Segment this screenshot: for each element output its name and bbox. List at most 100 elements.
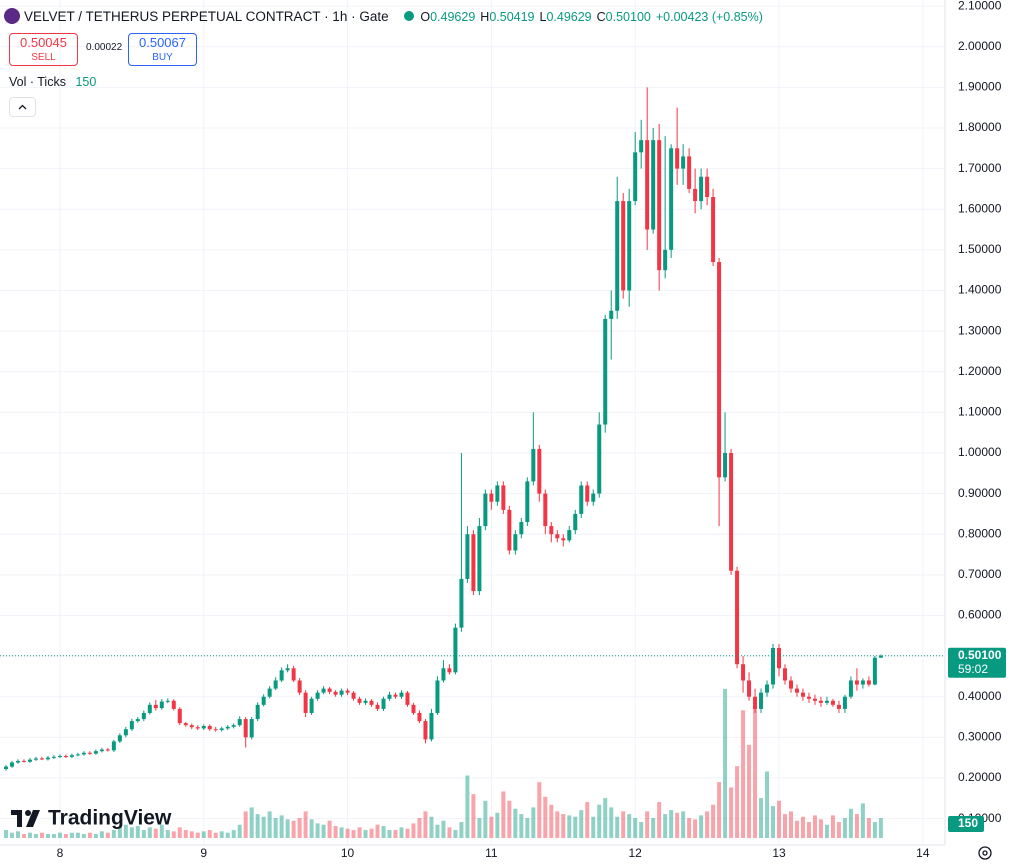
buy-label[interactable]: BUY — [152, 52, 173, 63]
candle-body — [519, 522, 524, 535]
volume-bar — [423, 811, 428, 838]
volume-bar — [836, 822, 841, 838]
candle-body — [303, 692, 308, 713]
candle-body — [800, 692, 805, 697]
candle-body — [872, 657, 877, 685]
y-tick-label: 1.10000 — [958, 405, 1002, 419]
settings-icon[interactable] — [978, 846, 992, 860]
collapse-icon[interactable] — [10, 98, 35, 116]
legend-value: 0.50100 — [605, 10, 651, 24]
candle-body — [69, 755, 74, 757]
volume-bar — [195, 832, 200, 838]
volume-bar — [411, 823, 416, 838]
candle-body — [753, 696, 758, 709]
y-tick-label: 1.20000 — [958, 364, 1002, 378]
y-tick-label: 2.10000 — [958, 0, 1002, 12]
volume-bar — [699, 815, 704, 838]
y-tick-label: 0.40000 — [958, 689, 1002, 703]
candle-body — [9, 762, 14, 767]
sell-label[interactable]: SELL — [31, 52, 56, 63]
chevron[interactable] — [18, 104, 27, 110]
candle-body — [399, 692, 404, 697]
candle-body — [465, 534, 470, 579]
candle-body — [321, 688, 326, 693]
volume-bar — [723, 689, 728, 838]
y-tick-label: 1.00000 — [958, 445, 1002, 459]
candle-body — [189, 725, 194, 728]
collapse-button[interactable] — [9, 97, 36, 117]
volume-bar — [579, 810, 584, 838]
volume-pane — [3, 689, 883, 838]
countdown-label: 59:02 — [958, 662, 988, 676]
legend-key: H — [480, 10, 490, 24]
candle-body — [735, 570, 740, 665]
candle-body — [477, 526, 482, 592]
sell-price[interactable]: 0.50045 — [20, 35, 67, 50]
candle-body — [393, 694, 398, 697]
volume-bar — [812, 815, 817, 838]
candle-body — [141, 712, 146, 720]
volume-bar — [729, 787, 734, 838]
volume-bar — [171, 831, 176, 838]
candle-body — [27, 759, 32, 762]
candle-body — [669, 148, 674, 250]
volume-bar — [441, 820, 446, 838]
sell-button[interactable]: 0.50045 SELL — [9, 33, 78, 66]
candle-body — [663, 249, 668, 271]
candle-body — [759, 692, 764, 709]
y-tick-label: 1.60000 — [958, 201, 1002, 215]
volume-bar — [69, 832, 74, 838]
candle-body — [681, 156, 686, 169]
volume-bar — [842, 818, 847, 838]
volume-bar — [357, 827, 362, 838]
candle-body — [699, 176, 704, 202]
candle-body — [842, 696, 847, 709]
volume-bar — [39, 832, 44, 838]
ohlc-legend: O0.49629 H0.50419 L0.49629 C0.50100 +0.00423… — [420, 10, 763, 24]
volume-bar — [363, 830, 368, 838]
volume-bar — [267, 811, 272, 838]
volume-bar — [57, 832, 62, 838]
volume-tag-label: 150 — [958, 816, 978, 830]
volume-bar — [111, 830, 116, 838]
volume-bar — [627, 814, 632, 838]
volume-bar — [21, 834, 26, 838]
candle-body — [579, 485, 584, 514]
candle-body — [723, 452, 728, 478]
candle-body — [741, 664, 746, 681]
volume-bar — [201, 831, 206, 838]
buy-button[interactable]: 0.50067 BUY — [128, 33, 197, 66]
candle-body — [615, 201, 620, 311]
settings-icon-core[interactable] — [982, 850, 988, 856]
volume-bar — [429, 816, 434, 838]
volume-bar — [818, 819, 823, 838]
candle-body — [866, 680, 871, 685]
volume-bar — [183, 830, 188, 838]
volume-bar — [63, 834, 68, 838]
candle-body — [411, 704, 416, 713]
settings-icon-ring[interactable] — [978, 846, 992, 860]
volume-bar — [573, 816, 578, 838]
candle-body — [369, 700, 374, 705]
buy-price[interactable]: 0.50067 — [139, 35, 186, 50]
y-tick-label: 0.30000 — [958, 730, 1002, 744]
candle-body — [555, 534, 560, 539]
candle-body — [878, 655, 883, 658]
volume-bar — [824, 824, 829, 838]
candle-body — [183, 723, 188, 726]
candle-body — [327, 688, 332, 692]
candle-body — [297, 680, 302, 693]
candle-body — [213, 729, 218, 731]
volume-bar — [261, 816, 266, 838]
volume-bar — [159, 824, 164, 838]
volume-bar — [783, 814, 788, 838]
candle-body — [237, 719, 242, 726]
volume-bar — [471, 794, 476, 838]
candle-body — [657, 140, 662, 271]
volume-bar — [27, 832, 32, 838]
candle-body — [788, 680, 793, 689]
candle-body — [105, 749, 110, 751]
volume-bar — [657, 802, 662, 838]
candle-body — [81, 752, 86, 755]
